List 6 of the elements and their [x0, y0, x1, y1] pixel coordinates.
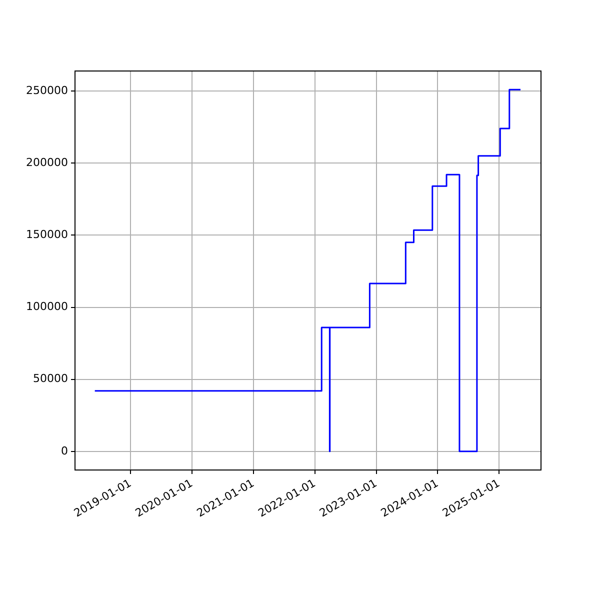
y-tick-label: 150000: [26, 228, 68, 242]
y-tick-label: 100000: [26, 300, 68, 314]
y-tick-label: 50000: [33, 372, 68, 386]
y-tick-label: 250000: [26, 84, 68, 97]
y-tick-label: 200000: [26, 156, 68, 169]
y-tick-label: 0: [61, 444, 68, 458]
